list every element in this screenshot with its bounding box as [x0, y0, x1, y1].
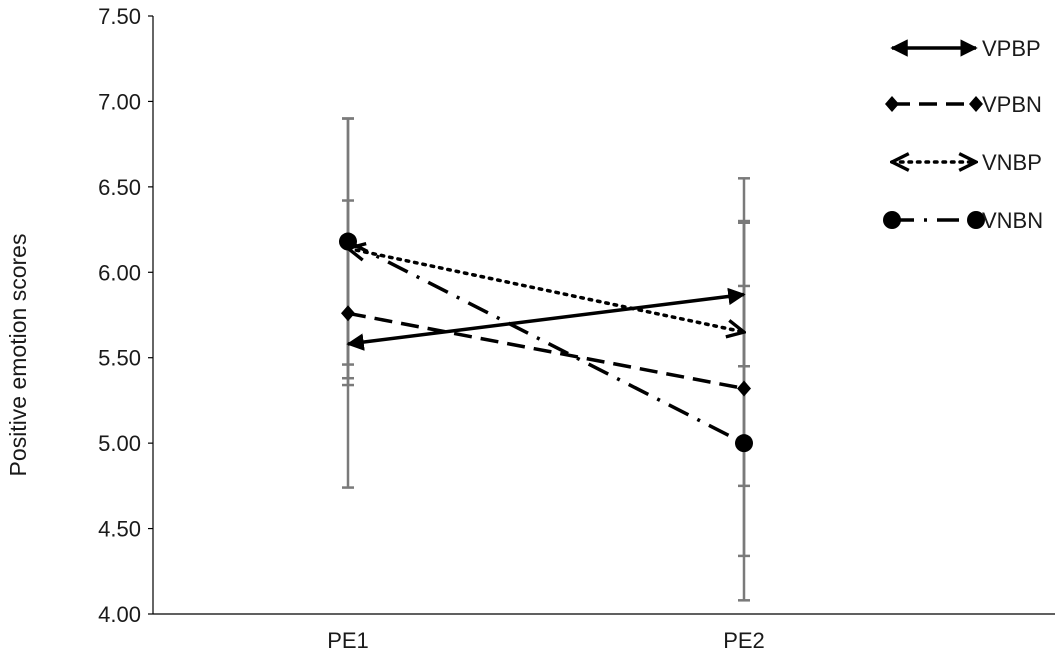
data-point [341, 305, 355, 322]
legend-marker [883, 211, 901, 229]
legend-marker [967, 211, 985, 229]
series-line [347, 311, 745, 391]
data-point [737, 380, 751, 397]
data-point [339, 232, 357, 251]
legend-item: VNBN [883, 208, 1043, 233]
legend-marker [969, 96, 983, 112]
y-tick-label: 5.00 [98, 431, 141, 456]
data-point [735, 434, 753, 453]
legend-label: VNBN [982, 208, 1043, 233]
legend-label: VPBN [982, 92, 1042, 117]
series-vnbp [348, 248, 744, 332]
legend: VPBP VPBN VNBP VNBN [883, 36, 1043, 233]
series-line [347, 239, 745, 445]
y-tick-label: 6.00 [98, 260, 141, 285]
y-tick-label: 6.50 [98, 175, 141, 200]
legend-item: VPBP [890, 36, 1041, 61]
x-tick-label: PE1 [327, 628, 369, 653]
legend-label: VNBP [982, 150, 1042, 175]
legend-item: VNBP [892, 150, 1042, 175]
series-line [348, 248, 744, 332]
y-tick-label: 4.50 [98, 517, 141, 542]
legend-marker [885, 96, 899, 112]
axes [148, 15, 1055, 615]
y-tick-label: 7.00 [98, 89, 141, 114]
y-tick-label: 5.50 [98, 346, 141, 371]
y-tick-labels: 4.00 4.50 5.00 5.50 6.00 6.50 7.00 7.50 [98, 4, 141, 627]
y-tick-label: 4.00 [98, 602, 141, 627]
x-tick-label: PE2 [723, 628, 765, 653]
x-tick-labels: PE1 PE2 [327, 628, 765, 653]
legend-item: VPBN [885, 92, 1042, 117]
y-axis-label: Positive emotion scores [5, 234, 31, 477]
series-layer [339, 232, 753, 453]
y-tick-label: 7.50 [98, 4, 141, 29]
error-bars [342, 117, 750, 602]
series-vnbn [339, 232, 753, 453]
legend-label: VPBP [982, 36, 1041, 61]
